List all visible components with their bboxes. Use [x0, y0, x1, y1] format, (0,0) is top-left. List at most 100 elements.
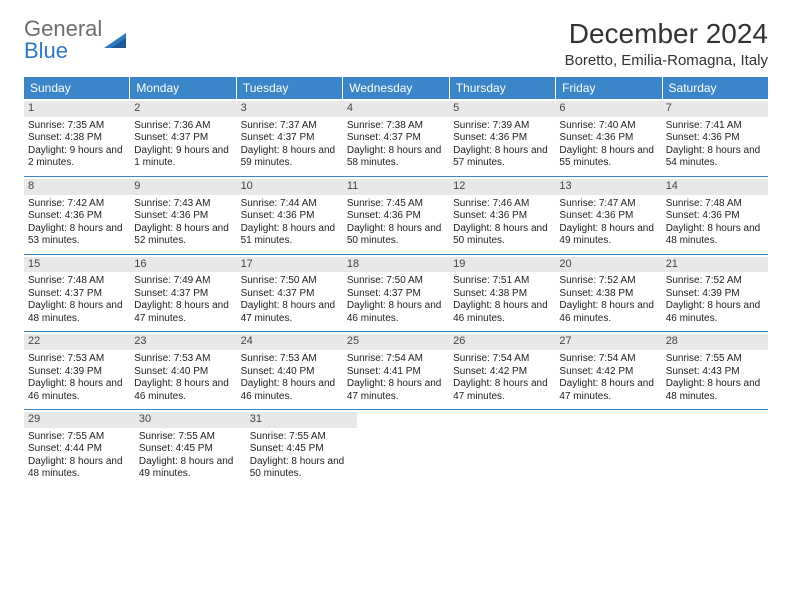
day-number: 15 — [24, 257, 130, 273]
sunset-line: Sunset: 4:39 PM — [666, 288, 764, 301]
sunrise-line: Sunrise: 7:47 AM — [559, 198, 657, 211]
dow-cell: Friday — [556, 77, 662, 99]
day-number: 23 — [130, 334, 236, 350]
day-number: 1 — [24, 101, 130, 117]
daylight-line: Daylight: 8 hours and 47 minutes. — [453, 378, 551, 403]
sunset-line: Sunset: 4:36 PM — [28, 210, 126, 223]
day-cell: 20Sunrise: 7:52 AMSunset: 4:38 PMDayligh… — [555, 255, 661, 332]
dow-cell: Tuesday — [237, 77, 343, 99]
day-cell: 31Sunrise: 7:55 AMSunset: 4:45 PMDayligh… — [246, 410, 357, 487]
day-number: 8 — [24, 179, 130, 195]
sunrise-line: Sunrise: 7:51 AM — [453, 275, 551, 288]
dow-cell: Thursday — [450, 77, 556, 99]
day-number: 5 — [449, 101, 555, 117]
sunset-line: Sunset: 4:37 PM — [134, 132, 232, 145]
daylight-line: Daylight: 9 hours and 1 minute. — [134, 145, 232, 170]
daylight-line: Daylight: 8 hours and 46 minutes. — [559, 300, 657, 325]
sunset-line: Sunset: 4:36 PM — [453, 210, 551, 223]
day-number: 9 — [130, 179, 236, 195]
sunrise-line: Sunrise: 7:52 AM — [559, 275, 657, 288]
sunset-line: Sunset: 4:36 PM — [347, 210, 445, 223]
sunrise-line: Sunrise: 7:54 AM — [347, 353, 445, 366]
sunset-line: Sunset: 4:37 PM — [347, 288, 445, 301]
sunset-line: Sunset: 4:36 PM — [559, 132, 657, 145]
day-cell: 7Sunrise: 7:41 AMSunset: 4:36 PMDaylight… — [662, 99, 768, 176]
day-number: 27 — [555, 334, 661, 350]
day-cell: 21Sunrise: 7:52 AMSunset: 4:39 PMDayligh… — [662, 255, 768, 332]
day-number: 31 — [246, 412, 357, 428]
empty-cell — [562, 410, 665, 487]
day-cell: 9Sunrise: 7:43 AMSunset: 4:36 PMDaylight… — [130, 177, 236, 254]
sunrise-line: Sunrise: 7:38 AM — [347, 120, 445, 133]
sunrise-line: Sunrise: 7:48 AM — [28, 275, 126, 288]
daylight-line: Daylight: 8 hours and 46 minutes. — [241, 378, 339, 403]
day-number: 21 — [662, 257, 768, 273]
daylight-line: Daylight: 8 hours and 49 minutes. — [559, 223, 657, 248]
daylight-line: Daylight: 8 hours and 52 minutes. — [134, 223, 232, 248]
sunset-line: Sunset: 4:36 PM — [134, 210, 232, 223]
day-number: 11 — [343, 179, 449, 195]
day-number: 4 — [343, 101, 449, 117]
day-number: 16 — [130, 257, 236, 273]
day-number: 13 — [555, 179, 661, 195]
daylight-line: Daylight: 8 hours and 50 minutes. — [347, 223, 445, 248]
sunrise-line: Sunrise: 7:55 AM — [28, 431, 131, 444]
sunrise-line: Sunrise: 7:53 AM — [134, 353, 232, 366]
daylight-line: Daylight: 8 hours and 48 minutes. — [666, 378, 764, 403]
daylight-line: Daylight: 8 hours and 46 minutes. — [134, 378, 232, 403]
dow-cell: Sunday — [24, 77, 130, 99]
sunset-line: Sunset: 4:36 PM — [666, 210, 764, 223]
week-row: 1Sunrise: 7:35 AMSunset: 4:38 PMDaylight… — [24, 99, 768, 177]
sunrise-line: Sunrise: 7:41 AM — [666, 120, 764, 133]
daylight-line: Daylight: 8 hours and 47 minutes. — [347, 378, 445, 403]
day-cell: 22Sunrise: 7:53 AMSunset: 4:39 PMDayligh… — [24, 332, 130, 409]
day-number: 26 — [449, 334, 555, 350]
sunset-line: Sunset: 4:37 PM — [241, 132, 339, 145]
day-number: 20 — [555, 257, 661, 273]
daylight-line: Daylight: 8 hours and 46 minutes. — [453, 300, 551, 325]
sunrise-line: Sunrise: 7:46 AM — [453, 198, 551, 211]
day-cell: 11 Sunrise: 7:45 AMSunset: 4:36 PMDayligh… — [343, 177, 449, 254]
sunset-line: Sunset: 4:37 PM — [134, 288, 232, 301]
sunset-line: Sunset: 4:44 PM — [28, 443, 131, 456]
logo-line2: Blue — [24, 40, 102, 62]
day-number: 25 — [343, 334, 449, 350]
sunrise-line: Sunrise: 7:54 AM — [559, 353, 657, 366]
daylight-line: Daylight: 8 hours and 46 minutes. — [347, 300, 445, 325]
day-cell: 30Sunrise: 7:55 AMSunset: 4:45 PMDayligh… — [135, 410, 246, 487]
sunrise-line: Sunrise: 7:55 AM — [666, 353, 764, 366]
sunset-line: Sunset: 4:40 PM — [241, 366, 339, 379]
day-number: 2 — [130, 101, 236, 117]
dow-cell: Saturday — [663, 77, 768, 99]
week-row: 15Sunrise: 7:48 AMSunset: 4:37 PMDayligh… — [24, 255, 768, 333]
day-number: 17 — [237, 257, 343, 273]
sunrise-line: Sunrise: 7:35 AM — [28, 120, 126, 133]
week-row: 29Sunrise: 7:55 AMSunset: 4:44 PMDayligh… — [24, 410, 768, 487]
sunrise-line: Sunrise: 7:50 AM — [241, 275, 339, 288]
sunrise-line: Sunrise: 7:42 AM — [28, 198, 126, 211]
empty-cell — [459, 410, 562, 487]
day-cell: 3Sunrise: 7:37 AMSunset: 4:37 PMDaylight… — [237, 99, 343, 176]
day-cell: 10Sunrise: 7:44 AMSunset: 4:36 PMDayligh… — [237, 177, 343, 254]
month-title: December 2024 — [565, 18, 768, 50]
day-cell: 28Sunrise: 7:55 AMSunset: 4:43 PMDayligh… — [662, 332, 768, 409]
sunrise-line: Sunrise: 7:54 AM — [453, 353, 551, 366]
daylight-line: Daylight: 8 hours and 48 minutes. — [28, 456, 131, 481]
day-cell: 13Sunrise: 7:47 AMSunset: 4:36 PMDayligh… — [555, 177, 661, 254]
day-cell: 1Sunrise: 7:35 AMSunset: 4:38 PMDaylight… — [24, 99, 130, 176]
logo-triangle-icon — [104, 30, 130, 52]
sunset-line: Sunset: 4:37 PM — [347, 132, 445, 145]
daylight-line: Daylight: 8 hours and 57 minutes. — [453, 145, 551, 170]
daylight-line: Daylight: 8 hours and 47 minutes. — [559, 378, 657, 403]
day-number: 22 — [24, 334, 130, 350]
daylight-line: Daylight: 8 hours and 48 minutes. — [28, 300, 126, 325]
daylight-line: Daylight: 8 hours and 59 minutes. — [241, 145, 339, 170]
day-cell: 15Sunrise: 7:48 AMSunset: 4:37 PMDayligh… — [24, 255, 130, 332]
daylight-line: Daylight: 8 hours and 51 minutes. — [241, 223, 339, 248]
sunrise-line: Sunrise: 7:45 AM — [347, 198, 445, 211]
week-row: 8Sunrise: 7:42 AMSunset: 4:36 PMDaylight… — [24, 177, 768, 255]
day-cell: 23Sunrise: 7:53 AMSunset: 4:40 PMDayligh… — [130, 332, 236, 409]
daylight-line: Daylight: 8 hours and 55 minutes. — [559, 145, 657, 170]
day-number: 3 — [237, 101, 343, 117]
day-cell: 25Sunrise: 7:54 AMSunset: 4:41 PMDayligh… — [343, 332, 449, 409]
